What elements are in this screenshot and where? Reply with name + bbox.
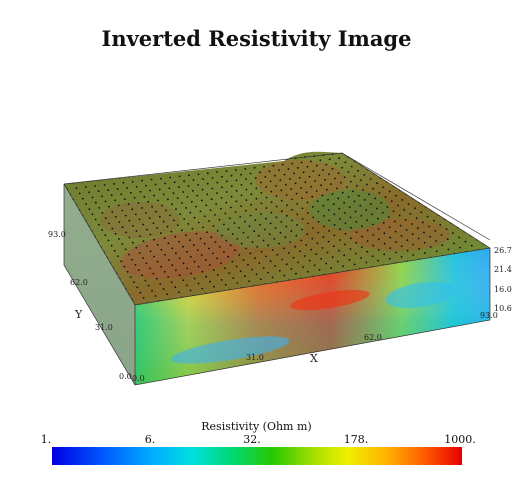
resistivity-colorbar	[52, 447, 462, 465]
z-tick-label: 16.0	[494, 285, 512, 294]
block-left-face	[64, 184, 135, 385]
x-tick-label: 62.0	[364, 333, 382, 342]
x-axis-name: X	[310, 352, 318, 365]
y-tick-label: 0.0	[119, 372, 132, 381]
x-axis: 0.0 31.0 62.0 93.0 X	[132, 311, 498, 383]
x-tick-label: 93.0	[480, 311, 498, 320]
legend-title: Resistivity (Ohm m)	[201, 420, 312, 433]
x-tick-label: 31.0	[246, 353, 264, 362]
electrode-grid	[64, 152, 490, 305]
legend-tick-label: 6.	[144, 433, 156, 446]
y-tick-label: 93.0	[48, 230, 66, 239]
y-axis: 0.0 31.0 62.0 93.0 Y	[48, 230, 132, 381]
legend-tick-label: 32.	[243, 433, 261, 446]
y-axis-name: Y	[74, 308, 83, 321]
legend-tick-label: 178.	[343, 433, 369, 446]
y-tick-label: 62.0	[70, 278, 88, 287]
z-tick-label: 10.6	[494, 304, 512, 313]
z-axis: 10.6 16.0 21.4 26.7	[494, 246, 512, 313]
chart-title: Inverted Resistivity Image	[101, 26, 412, 51]
legend-ticks: 1. 6. 32. 178. 1000.	[0, 433, 513, 447]
x-tick-label: 0.0	[132, 374, 145, 383]
legend-tick-label: 1000.	[444, 433, 476, 446]
legend-tick-label: 1.	[40, 433, 52, 446]
y-tick-label: 31.0	[95, 323, 113, 332]
z-tick-label: 21.4	[494, 265, 512, 274]
z-tick-label: 26.7	[494, 246, 512, 255]
